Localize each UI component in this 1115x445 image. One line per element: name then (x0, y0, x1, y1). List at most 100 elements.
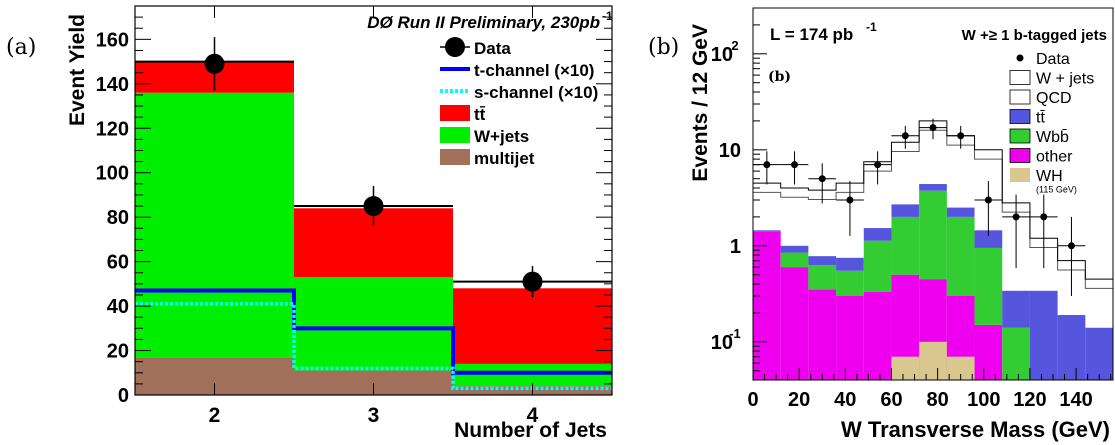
legend-label: other (1036, 149, 1073, 166)
y-tick-label: 40 (107, 296, 129, 318)
legend-label: QCD (1036, 90, 1072, 107)
x-tick-label: 120 (1013, 389, 1046, 411)
x-tick-label: 3 (368, 404, 380, 427)
bar-tt- (1085, 327, 1113, 380)
y-tick-exponent: -1 (729, 326, 741, 341)
y-tick-exponent: 2 (731, 38, 738, 53)
bar-tt- (808, 256, 837, 266)
y-tick-label: 100 (96, 163, 129, 185)
legend-swatch (1009, 89, 1031, 105)
panel-b-tag: (b) (648, 35, 679, 60)
data-point (957, 132, 965, 140)
bar-tt- (919, 184, 947, 191)
legend-label: Data (474, 39, 511, 58)
y-tick-label: 80 (107, 207, 129, 229)
x-axis-label: Number of Jets (454, 419, 607, 442)
bar-tt- (946, 207, 975, 217)
bar-wh-signal (946, 356, 975, 380)
legend-swatch (440, 127, 470, 143)
bar-wbb- (974, 247, 1003, 325)
legend-label: Data (1036, 51, 1070, 68)
bar-tt- (1029, 290, 1058, 380)
bar-other (974, 324, 1003, 380)
y-tick-label: 60 (107, 252, 129, 274)
data-point (1067, 242, 1075, 250)
plot-frame (752, 7, 1114, 381)
x-tick-label: 0 (747, 389, 758, 411)
x-tick-label: 2 (209, 404, 221, 427)
legend-label: Wbb̄ (1036, 129, 1069, 146)
legend-label: tt̄ (474, 105, 486, 124)
data-point (1012, 213, 1020, 221)
legend-data-marker (1016, 54, 1024, 62)
bar-wbb- (946, 216, 975, 296)
bar-wbb- (891, 216, 920, 275)
x-axis-label: W Transverse Mass (GeV) (841, 417, 1110, 442)
bar-tt- (863, 228, 892, 241)
bar-other (863, 292, 892, 380)
y-tick-label: 140 (96, 74, 129, 96)
y-axis-label: Event Yield (66, 14, 89, 126)
bar-wbb- (919, 190, 947, 280)
bar-other (780, 267, 809, 380)
y-tick-label: 20 (107, 341, 129, 363)
data-point (846, 196, 854, 204)
data-point (763, 161, 771, 169)
data-point (984, 196, 992, 204)
legend-label: W+jets (474, 127, 529, 146)
luminosity-label: L = 174 pb (770, 25, 853, 44)
bar-w-jets-4 (453, 363, 612, 387)
legend-swatch (1009, 148, 1031, 163)
data-point (1040, 213, 1048, 221)
y-tick-label: 160 (96, 29, 129, 51)
legend-swatch (1009, 70, 1031, 85)
bar-tt- (753, 230, 781, 232)
bar-wbb- (780, 252, 809, 268)
legend-label: WH (1036, 168, 1063, 185)
bar-tt- (836, 257, 864, 271)
legend-label: s-channel (×10) (474, 83, 598, 102)
luminosity-superscript: -1 (866, 20, 877, 34)
y-tick-label: 10 (711, 44, 733, 66)
data-point (874, 161, 882, 169)
bar-wh-signal (919, 341, 947, 380)
data-point-4 (522, 271, 543, 292)
y-tick-label: 10 (719, 140, 741, 162)
bar-other (808, 289, 837, 380)
data-point-3 (363, 196, 384, 217)
x-tick-label: 80 (926, 389, 948, 411)
legend-swatch (1009, 128, 1031, 144)
chart-title-superscript: -1 (602, 9, 613, 23)
legend-label: W + jets (1036, 71, 1094, 88)
y-tick-label: 10 (711, 332, 733, 354)
bar-tt- (974, 230, 1003, 248)
bar-tt- (1002, 290, 1030, 328)
selection-label: W +≥ 1 b-tagged jets (962, 27, 1107, 44)
bar-tt- (891, 204, 920, 217)
bar-wh-signal (891, 356, 920, 380)
legend-label: multijet (474, 149, 535, 168)
legend-swatch-wh (1010, 168, 1030, 182)
y-axis-label: Events / 12 GeV (689, 24, 712, 182)
bar-tt- (780, 245, 809, 253)
legend-label: t-channel (×10) (474, 61, 594, 80)
legend-swatch (1009, 109, 1031, 124)
bar-tt- (1057, 315, 1086, 380)
x-tick-label: 100 (967, 389, 1000, 411)
bar-w-jets-2 (135, 92, 294, 358)
y-tick-label: 0 (118, 385, 129, 407)
x-tick-label: 40 (834, 389, 856, 411)
legend-swatch (440, 105, 470, 121)
y-tick-label: 1 (730, 236, 741, 258)
data-point (929, 124, 937, 132)
bar-wbb- (836, 270, 864, 296)
bar-wbb- (1002, 327, 1030, 380)
data-point (901, 132, 909, 140)
bar-wbb- (863, 240, 892, 293)
bar-other (836, 295, 864, 380)
chart-title: DØ Run II Preliminary, 230pb (367, 13, 600, 32)
bar-tt--4 (453, 288, 612, 364)
x-tick-label: 4 (527, 404, 539, 427)
